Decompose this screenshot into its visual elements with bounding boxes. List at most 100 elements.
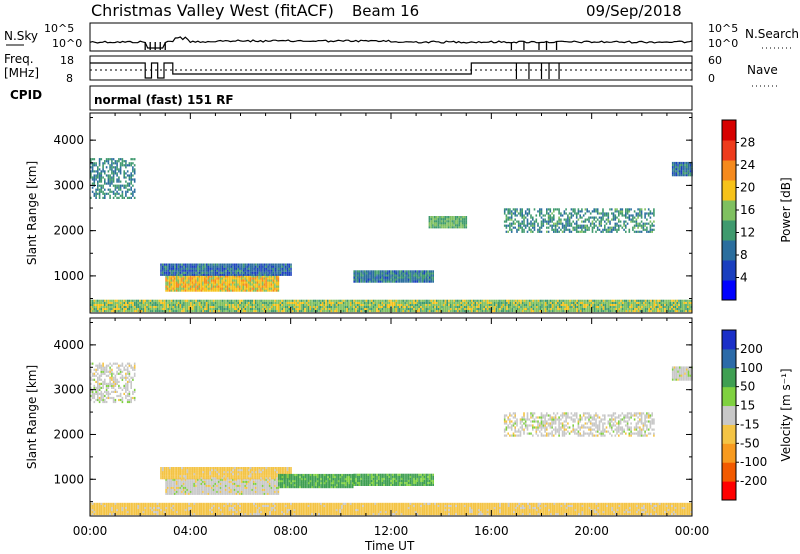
range-cell	[516, 214, 518, 217]
range-cell	[657, 307, 659, 311]
range-cell	[481, 307, 484, 311]
range-cell	[253, 269, 255, 272]
range-cell	[205, 277, 208, 280]
range-cell	[509, 212, 511, 215]
range-cell	[237, 301, 240, 304]
range-cell	[167, 492, 169, 495]
range-cell	[207, 267, 210, 270]
range-cell	[102, 366, 104, 369]
range-cell	[176, 271, 178, 274]
range-cell	[172, 283, 174, 286]
range-cell	[682, 168, 685, 171]
range-cell	[323, 305, 326, 308]
range-cell	[251, 287, 253, 290]
range-cell	[270, 275, 273, 278]
range-cell	[177, 307, 180, 311]
range-cell	[270, 281, 273, 284]
range-cell	[577, 218, 580, 221]
range-cell	[476, 299, 478, 302]
range-cell	[200, 478, 202, 481]
range-cell	[249, 279, 252, 282]
range-cell	[181, 303, 183, 306]
range-cell	[196, 484, 199, 487]
range-cell	[209, 275, 211, 278]
range-cell	[302, 305, 305, 308]
range-cell	[685, 299, 687, 302]
range-cell	[193, 303, 196, 306]
range-cell	[212, 271, 215, 274]
range-cell	[188, 281, 190, 284]
range-cell	[197, 307, 199, 311]
range-cell	[342, 301, 345, 304]
range-cell	[191, 289, 194, 292]
range-cell	[265, 271, 268, 274]
range-cell	[664, 301, 666, 304]
range-cell	[119, 158, 122, 161]
range-cell	[219, 265, 222, 268]
range-cell	[240, 279, 243, 282]
range-cell	[98, 392, 101, 395]
range-cell	[169, 263, 171, 266]
range-cell	[272, 283, 274, 286]
range-cell	[246, 303, 248, 306]
range-cell	[370, 301, 373, 304]
range-cell	[284, 263, 287, 266]
range-cell	[370, 299, 373, 302]
range-cell	[332, 303, 334, 306]
range-cell	[325, 299, 327, 302]
range-cell	[437, 301, 440, 304]
range-cell	[165, 271, 168, 274]
range-cell	[107, 305, 110, 308]
range-cell	[605, 214, 608, 217]
range-cell	[478, 309, 480, 313]
range-cell	[298, 309, 301, 313]
range-cell	[457, 309, 459, 313]
range-cell	[365, 270, 368, 273]
range-cell	[614, 210, 617, 213]
range-cell	[189, 488, 192, 491]
range-cell	[107, 307, 110, 311]
range-cell	[170, 486, 173, 489]
range-cell	[162, 303, 164, 306]
range-cell	[602, 214, 604, 217]
range-cell	[132, 178, 134, 181]
range-cell	[428, 307, 431, 311]
range-cell	[184, 269, 187, 272]
range-cell	[399, 276, 401, 279]
range-cell	[625, 230, 627, 233]
range-cell	[279, 273, 282, 276]
range-cell	[381, 299, 384, 302]
range-cell	[232, 267, 234, 270]
range-cell	[325, 301, 327, 304]
range-cell	[181, 269, 183, 272]
range-cell	[97, 394, 99, 398]
range-cell	[365, 280, 368, 283]
range-cell	[249, 299, 252, 302]
range-cell	[183, 271, 185, 274]
range-cell	[565, 307, 568, 311]
range-cell	[198, 488, 201, 491]
range-cell	[630, 208, 632, 211]
range-cell	[114, 168, 117, 171]
range-cell	[519, 224, 522, 227]
range-cell	[327, 303, 329, 306]
range-cell	[121, 301, 124, 304]
range-cell	[577, 210, 580, 213]
range-cell	[197, 305, 199, 308]
range-cell	[404, 299, 406, 302]
range-cell	[518, 305, 520, 308]
range-cell	[474, 309, 477, 313]
range-cell	[186, 271, 189, 274]
range-cell	[349, 309, 352, 313]
range-cell	[430, 309, 433, 313]
range-cell	[514, 299, 517, 302]
range-cell	[687, 307, 689, 311]
range-cell	[105, 388, 108, 391]
range-cell	[306, 299, 308, 302]
range-cell	[212, 285, 215, 288]
range-cell	[205, 271, 208, 274]
range-cell	[526, 230, 529, 233]
range-cell	[367, 303, 369, 306]
range-cell	[133, 374, 136, 377]
range-cell	[378, 303, 380, 306]
